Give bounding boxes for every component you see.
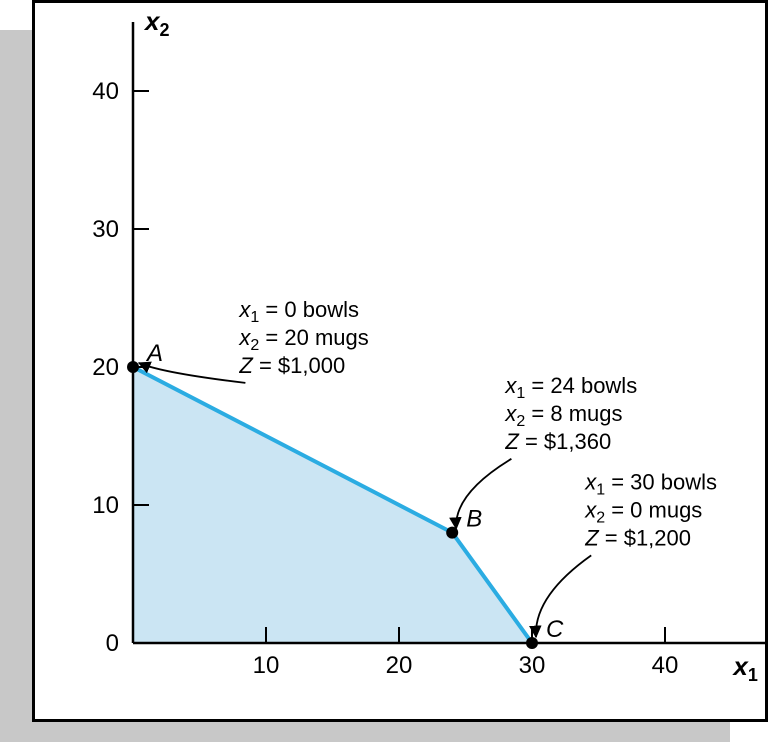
annotation-line: x2 = 20 mugs <box>238 325 368 354</box>
y-tick-label: 0 <box>106 630 119 657</box>
annotation-line: x2 = 8 mugs <box>504 401 622 430</box>
x-tick-label: 20 <box>386 652 413 679</box>
lp-feasible-region-chart: 10203040010203040x1x2ABCx1 = 0 bowlsx2 =… <box>35 3 765 719</box>
annotation-arrow-B <box>456 459 511 529</box>
annotation-line: x1 = 0 bowls <box>238 297 359 326</box>
annotation-A: x1 = 0 bowlsx2 = 20 mugsZ = $1,000 <box>139 297 369 383</box>
x-axis-label: x1 <box>731 651 757 685</box>
x-tick-label: 10 <box>253 652 280 679</box>
vertex-label-B: B <box>466 506 482 533</box>
annotation-C: x1 = 30 bowlsx2 = 0 mugsZ = $1,200 <box>536 469 717 637</box>
annotation-line: Z = $1,360 <box>504 429 611 454</box>
annotation-arrow-C <box>536 555 591 637</box>
vertex-label-C: C <box>546 616 564 643</box>
y-axis-label: x2 <box>143 6 169 40</box>
y-tick-label: 10 <box>92 492 119 519</box>
figure-canvas: 10203040010203040x1x2ABCx1 = 0 bowlsx2 =… <box>0 0 768 742</box>
annotation-line: Z = $1,200 <box>584 525 691 550</box>
chart-panel: 10203040010203040x1x2ABCx1 = 0 bowlsx2 =… <box>32 0 768 722</box>
y-tick-label: 40 <box>92 78 119 105</box>
x-tick-label: 40 <box>652 652 679 679</box>
annotation-line: x2 = 0 mugs <box>584 497 702 526</box>
annotation-line: Z = $1,000 <box>238 353 345 378</box>
annotation-line: x1 = 24 bowls <box>504 373 637 402</box>
y-tick-label: 30 <box>92 216 119 243</box>
vertex-label-A: A <box>145 340 163 367</box>
y-tick-label: 20 <box>92 354 119 381</box>
vertex-point-C <box>526 637 538 649</box>
x-tick-label: 30 <box>519 652 546 679</box>
annotation-line: x1 = 30 bowls <box>584 469 717 498</box>
vertex-point-A <box>127 361 139 373</box>
